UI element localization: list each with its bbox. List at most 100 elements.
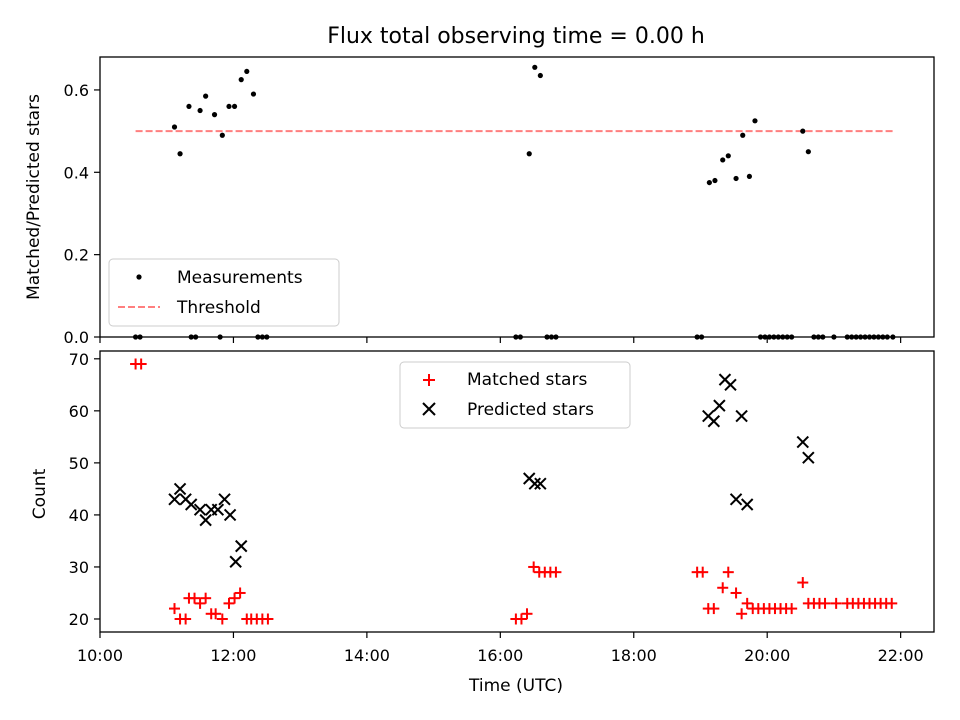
measurement-point [219,132,225,138]
measurement-point [740,132,746,138]
predicted-star-point [229,555,242,568]
count-y-tick-label: 50 [69,454,89,473]
measurement-point [762,334,768,340]
predicted-star-point [724,378,737,392]
matched-stars-legend-marker [423,374,435,386]
measurement-point [553,334,559,340]
matched-star-point [216,613,228,625]
measurement-point [884,334,890,340]
count-axes-frame [99,350,935,633]
predicted-star-point [713,399,726,412]
matched-star-point [528,561,540,573]
predicted-star-point [173,482,187,496]
measurement-point [780,334,786,340]
measurement-point [766,334,773,340]
predicted-star-point [729,493,743,506]
measurement-point [544,334,550,340]
predicted-star-point [218,493,231,506]
measurement-point [733,175,739,182]
matched-star-point [262,613,274,625]
measurement-point [712,177,718,184]
measurement-point [186,103,192,110]
count-legend: Matched stars Predicted stars [399,361,631,429]
matched-star-point [169,603,181,615]
predicted-star-point [534,477,547,490]
count-y-ticks: 20 30 40 50 60 70 [69,350,100,629]
measurement-point [784,334,790,340]
measurement-point [264,334,270,340]
measurement-point [137,334,143,340]
matched-star-point [135,358,147,370]
count-x-ticks: 10:00 12:00 14:00 16:00 18:00 20:00 22:00 [77,632,924,665]
matched-star-point [819,597,831,609]
x-axis-label: Time (UTC) [468,676,563,696]
measurement-point [132,334,139,340]
count-y-tick-label: 70 [69,350,89,369]
measurement-point [800,128,806,134]
measurement-point [226,103,232,110]
matched-star-point [708,603,720,615]
measurement-point [789,334,795,340]
x-tick-label: 10:00 [77,646,123,665]
ratio-y-ticks: 0.0 0.2 0.4 0.6 [64,81,100,347]
x-tick-label: 14:00 [344,646,390,665]
measurement-point [171,124,178,130]
ratio-x-ticks [99,337,902,343]
measurement-point [537,72,543,79]
matched-star-point [722,566,734,578]
matched-star-point [200,592,212,604]
predicted-star-point [235,539,248,553]
matched-star-point [234,587,246,599]
measurement-point [698,334,705,340]
measurement-point [188,334,194,340]
matched-star-point [886,597,898,609]
measurement-point [238,77,244,83]
measurement-point [862,334,868,340]
matched-stars-legend-label: Matched stars [467,370,587,390]
measurement-point [858,334,864,340]
measurement-point [720,157,726,163]
count-y-tick-label: 30 [69,558,89,577]
measurement-point [694,334,700,340]
count-y-tick-label: 60 [69,402,89,421]
count-y-tick-label: 20 [69,610,89,629]
measurements-legend-label: Measurements [177,268,303,288]
chart-title: Flux total observing time = 0.00 h [327,24,705,49]
matched-star-point [223,597,235,609]
matched-star-point [730,587,742,599]
measurements-legend-marker [136,274,142,280]
measurement-point [532,64,538,70]
matched-star-point [515,613,527,625]
measurement-point [866,334,873,340]
measurement-point [746,173,753,180]
count-legend-box [399,361,631,429]
matched-star-point [180,613,192,625]
predicted-star-point [168,493,181,506]
measurement-point [771,334,777,340]
measurement-point [775,334,781,340]
matched-star-point [717,582,729,594]
predicted-star-point [802,451,815,464]
threshold-legend-label: Threshold [176,298,261,318]
x-tick-label: 16:00 [477,646,523,665]
matched-star-point [830,597,842,609]
x-tick-label: 18:00 [611,646,657,665]
matched-star-point [210,608,222,620]
measurement-point [880,334,886,340]
measurement-point [831,334,837,340]
predicted-star-point [735,409,748,423]
measurement-point [250,91,257,97]
measurement-point [725,153,731,159]
measurement-point [197,107,203,114]
measurement-point [203,93,209,99]
x-tick-label: 20:00 [744,646,790,665]
matched-star-point [741,597,753,609]
predicted-star-point [796,435,809,449]
matched-star-point [697,566,709,578]
measurement-point [244,68,250,75]
measurement-point [815,334,821,340]
predicted-star-point [740,498,754,511]
measurement-point [820,334,826,340]
measurement-point [255,334,261,340]
